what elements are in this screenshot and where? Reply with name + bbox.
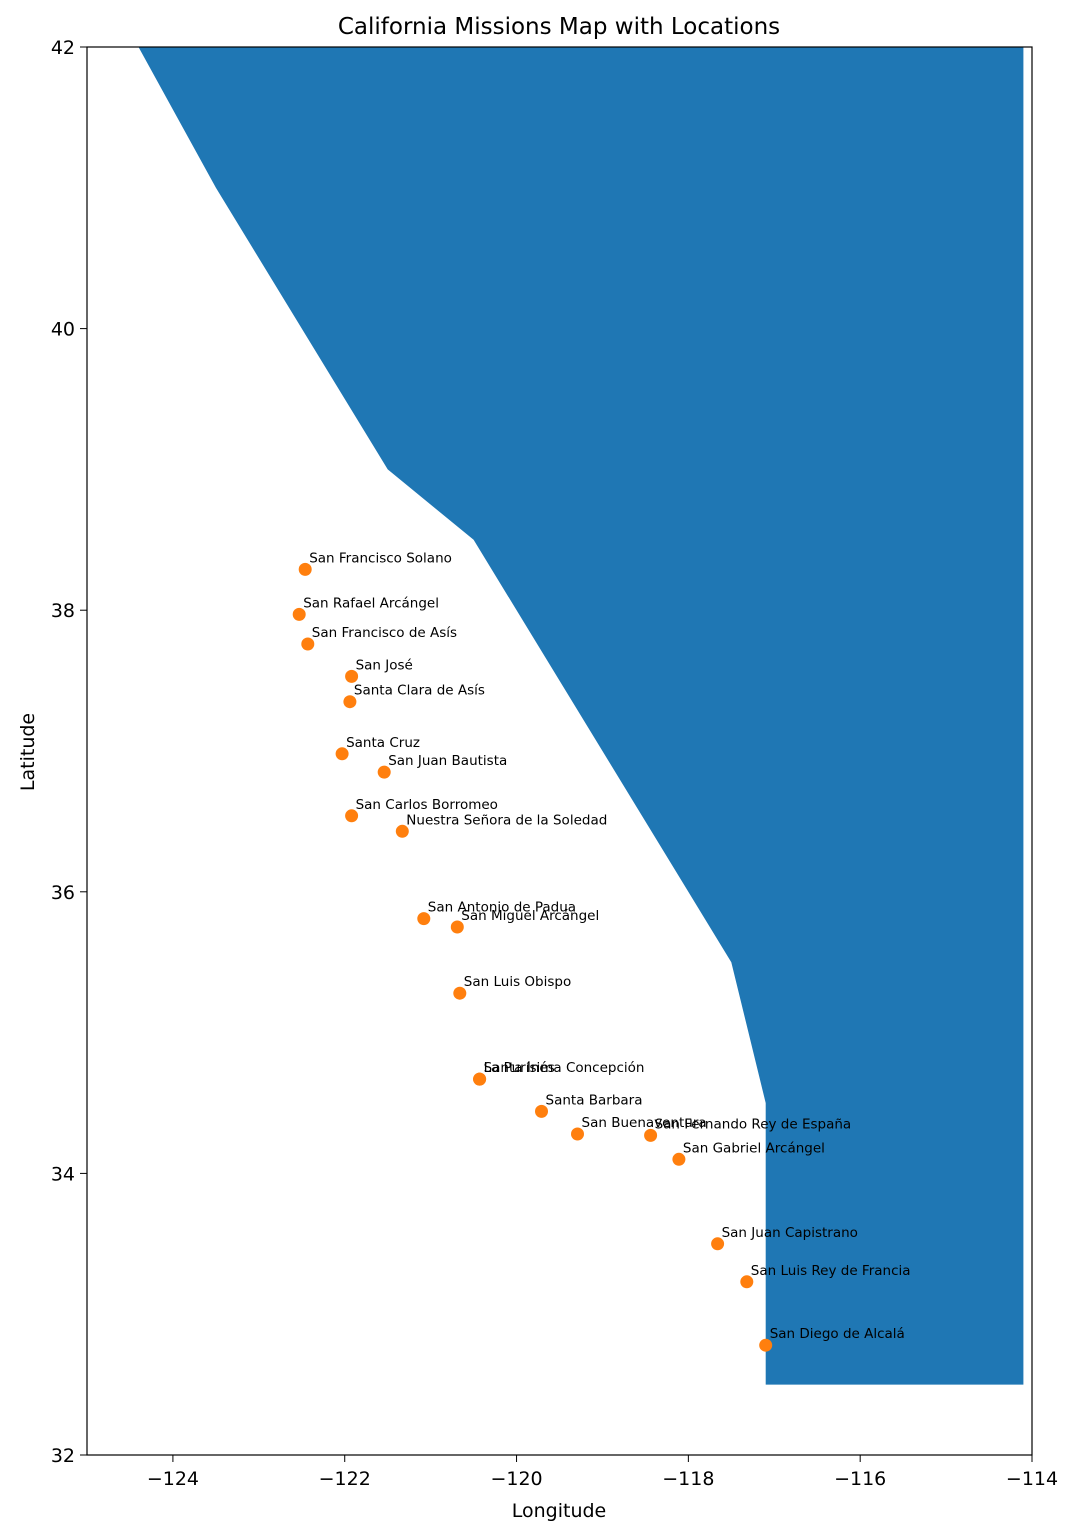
mission-point	[535, 1104, 548, 1118]
mission-point	[395, 824, 409, 838]
mission-label: San Antonio de Padua	[428, 900, 576, 916]
mission-point	[473, 1072, 487, 1086]
mission-label: San Francisco Solano	[309, 550, 452, 566]
mission-label: La Purísima Concepción	[484, 1060, 645, 1076]
x-tick-label: −118	[662, 1468, 714, 1490]
mission-label: Santa Barbara	[546, 1092, 643, 1108]
mission-point	[571, 1127, 584, 1141]
mission-label: San Juan Bautista	[388, 753, 507, 769]
y-tick-label: 42	[51, 37, 75, 59]
mission-point	[453, 986, 467, 1000]
y-tick-label: 34	[51, 1163, 75, 1185]
mission-point	[377, 765, 391, 779]
x-tick-label: −124	[147, 1468, 199, 1490]
chart-title: California Missions Map with Locations	[338, 14, 780, 40]
mission-label: San Gabriel Arcángel	[683, 1140, 825, 1156]
mission-point	[335, 747, 349, 761]
y-tick-label: 38	[51, 600, 75, 622]
mission-point	[450, 920, 464, 934]
mission-label: Nuestra Señora de la Soledad	[406, 812, 607, 828]
y-tick-label: 32	[51, 1445, 75, 1467]
plot-frame	[86, 46, 1033, 1456]
mission-point	[345, 809, 359, 823]
x-axis-label: Longitude	[512, 1500, 607, 1522]
mission-point	[740, 1275, 754, 1289]
x-tick-label: −120	[490, 1468, 542, 1490]
mission-label: San Luis Rey de Francia	[751, 1263, 911, 1279]
mission-label: San Miguel Arcángel	[461, 908, 599, 924]
mission-point	[343, 695, 357, 709]
mission-label: San José	[356, 657, 413, 673]
mission-point	[759, 1338, 773, 1352]
y-tick-label: 36	[51, 882, 75, 904]
mission-point	[298, 562, 312, 576]
y-axis-label: Latitude	[17, 713, 39, 791]
mission-point	[292, 607, 306, 621]
mission-label: San Diego de Alcalá	[770, 1326, 905, 1342]
x-tick-label: −114	[1006, 1468, 1058, 1490]
x-tick-label: −122	[319, 1468, 371, 1490]
mission-label: San Fernando Rey de España	[655, 1116, 852, 1132]
mission-point	[711, 1237, 725, 1251]
y-tick-label: 40	[51, 319, 75, 341]
mission-point	[672, 1152, 686, 1166]
region-polygon	[138, 47, 1024, 1385]
mission-point	[301, 637, 315, 651]
mission-label: Santa Cruz	[346, 735, 420, 751]
mission-label: San Buenaventura	[582, 1115, 707, 1131]
mission-point	[417, 912, 431, 926]
x-tick-label: −116	[834, 1468, 886, 1490]
mission-label: Santa Clara de Asís	[354, 683, 485, 699]
mission-label: San Juan Capistrano	[722, 1225, 858, 1241]
mission-label: San Luis Obispo	[464, 974, 571, 990]
mission-label: San Rafael Arcángel	[303, 595, 439, 611]
mission-label: San Francisco de Asís	[312, 625, 457, 641]
mission-point	[644, 1128, 658, 1142]
mission-point	[345, 669, 359, 683]
mission-label: San Carlos Borromeo	[356, 797, 498, 813]
mission-label: Santa Inés	[484, 1060, 555, 1076]
